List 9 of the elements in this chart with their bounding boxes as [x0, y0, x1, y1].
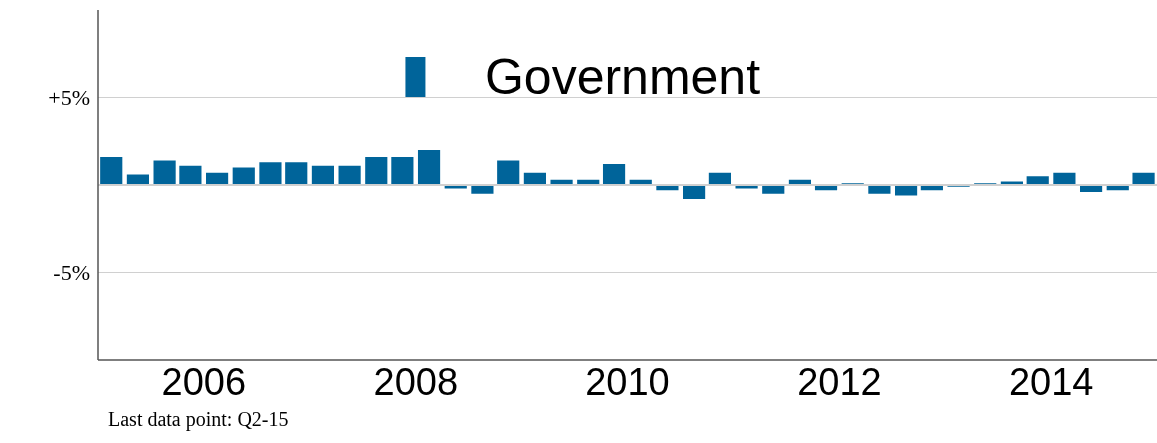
x-tick-label: 2008 [373, 360, 459, 403]
text: Last data point: Q2-15 [108, 408, 289, 431]
legend-label: Government [484, 48, 761, 106]
y-tick-label: +5% [48, 85, 90, 111]
x-tick-label: 2006 [161, 360, 247, 403]
x-tick-label: 2012 [797, 360, 882, 403]
x-tick-label: 2010 [585, 360, 670, 403]
y-tick-label: -5% [53, 260, 90, 286]
x-tick-label: 2014 [1008, 360, 1094, 403]
